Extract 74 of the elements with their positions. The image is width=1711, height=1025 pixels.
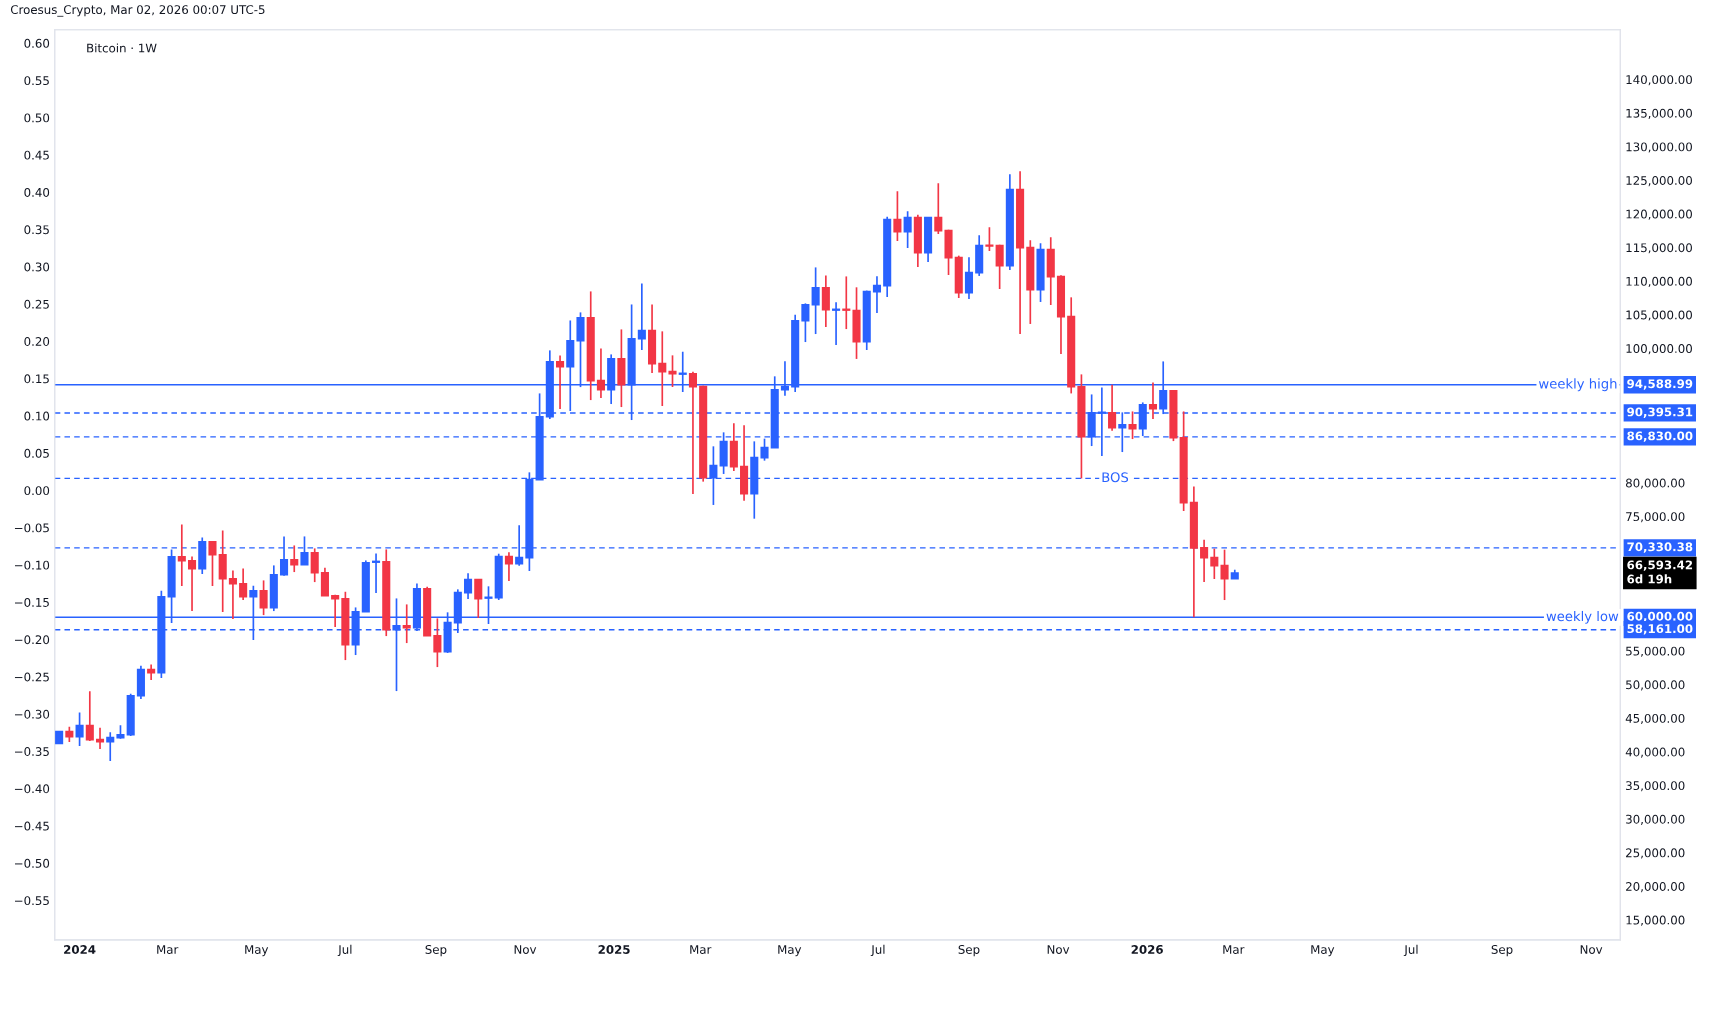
y2-tick-label: 0.00 — [24, 486, 50, 496]
y-tick-label: 125,000.00 — [1626, 175, 1692, 187]
ref-line-label: 86,830.00 — [1627, 431, 1693, 442]
y2-tick-label: −0.55 — [14, 896, 49, 906]
x-tick-label: Jul — [337, 944, 352, 957]
y-tick-label: 25,000.00 — [1626, 848, 1685, 859]
y2-tick-label: 0.55 — [24, 76, 49, 86]
ref-line-label: 94,588.99 — [1627, 379, 1693, 390]
x-tick-label: Jul — [870, 944, 885, 957]
y2-tick-label: 0.40 — [24, 187, 50, 197]
y-tick-label: 75,000.00 — [1626, 512, 1685, 523]
y2-tick-label: −0.15 — [14, 597, 49, 607]
y-tick-label: 80,000.00 — [1625, 478, 1685, 489]
x-tick-label: 2026 — [1131, 944, 1163, 954]
ref-line-label: 58,161.00 — [1627, 624, 1693, 635]
x-tick-label: May — [1311, 945, 1335, 957]
y2-tick-label: 0.25 — [24, 299, 49, 309]
x-tick-label: Nov — [1580, 945, 1603, 954]
y2-tick-label: 0.20 — [24, 337, 50, 346]
y2-tick-label: 0.15 — [24, 374, 49, 384]
y-tick-label: 100,000.00 — [1626, 344, 1692, 355]
x-tick-label: Jul — [1403, 944, 1418, 957]
y2-tick-label: −0.45 — [14, 821, 49, 831]
y-tick-label: 140,000.00 — [1626, 75, 1692, 86]
y2-tick-label: −0.25 — [14, 672, 49, 682]
y2-tick-label: 0.45 — [24, 150, 49, 160]
ref-line-label: 70,330.38 — [1627, 542, 1693, 553]
y-tick-label: 35,000.00 — [1626, 781, 1685, 792]
y2-tick-label: −0.50 — [14, 858, 50, 868]
x-tick-label: 2024 — [64, 944, 96, 954]
y2-tick-label: −0.05 — [14, 523, 49, 533]
text: 66,593.42 6d 19h — [1627, 560, 1693, 584]
x-tick-label: May — [778, 945, 802, 957]
y-tick-label: 130,000.00 — [1626, 142, 1692, 153]
x-tick-label: Mar — [1223, 945, 1245, 954]
y-tick-label: 15,000.00 — [1626, 915, 1685, 926]
ref-line-label: 90,395.31 — [1627, 407, 1693, 418]
y2-tick-label: 0.05 — [24, 448, 49, 458]
y-tick-label: 105,000.00 — [1626, 310, 1692, 321]
annotation: BOS — [1102, 472, 1129, 483]
x-tick-label: Mar — [157, 945, 179, 954]
y-tick-label: 45,000.00 — [1625, 713, 1685, 725]
y-tick-label: 20,000.00 — [1626, 881, 1685, 893]
y2-tick-label: −0.10 — [14, 560, 50, 570]
x-tick-label: Mar — [690, 945, 712, 954]
chart-subtitle: Croesus_Crypto, Mar 02, 2026 00:07 UTC-5 — [10, 5, 265, 17]
annotation: weekly low — [1546, 610, 1619, 624]
y-tick-label: 135,000.00 — [1626, 108, 1692, 119]
x-tick-label: Sep — [958, 944, 980, 957]
y2-tick-label: −0.20 — [14, 635, 50, 645]
y-tick-label: 110,000.00 — [1626, 276, 1692, 287]
y-tick-label: 115,000.00 — [1626, 243, 1692, 254]
y2-tick-label: −0.40 — [14, 784, 50, 794]
y-tick-label: 40,000.00 — [1625, 747, 1685, 758]
text: Bitcoin · 1W — [87, 43, 157, 53]
y2-tick-label: −0.30 — [14, 709, 50, 719]
y-tick-label: 50,000.00 — [1626, 680, 1685, 691]
annotation: weekly high — [1538, 378, 1617, 392]
y2-tick-label: 0.10 — [24, 411, 50, 421]
y-tick-label: 120,000.00 — [1626, 209, 1692, 220]
x-tick-label: Nov — [514, 945, 537, 954]
y2-tick-label: 0.60 — [24, 38, 50, 48]
y-tick-label: 30,000.00 — [1626, 814, 1685, 825]
x-tick-label: Sep — [1491, 944, 1513, 957]
x-tick-label: 2025 — [598, 944, 630, 954]
y2-tick-label: 0.50 — [24, 113, 50, 123]
y-tick-label: 55,000.00 — [1626, 646, 1685, 657]
y2-tick-label: −0.35 — [14, 747, 49, 756]
x-tick-label: May — [245, 945, 269, 957]
x-tick-label: Sep — [425, 944, 447, 957]
ref-line-label: 60,000.00 — [1627, 611, 1693, 623]
x-tick-label: Nov — [1047, 945, 1070, 954]
y2-tick-label: 0.35 — [24, 225, 49, 235]
y2-tick-label: 0.30 — [24, 262, 50, 272]
